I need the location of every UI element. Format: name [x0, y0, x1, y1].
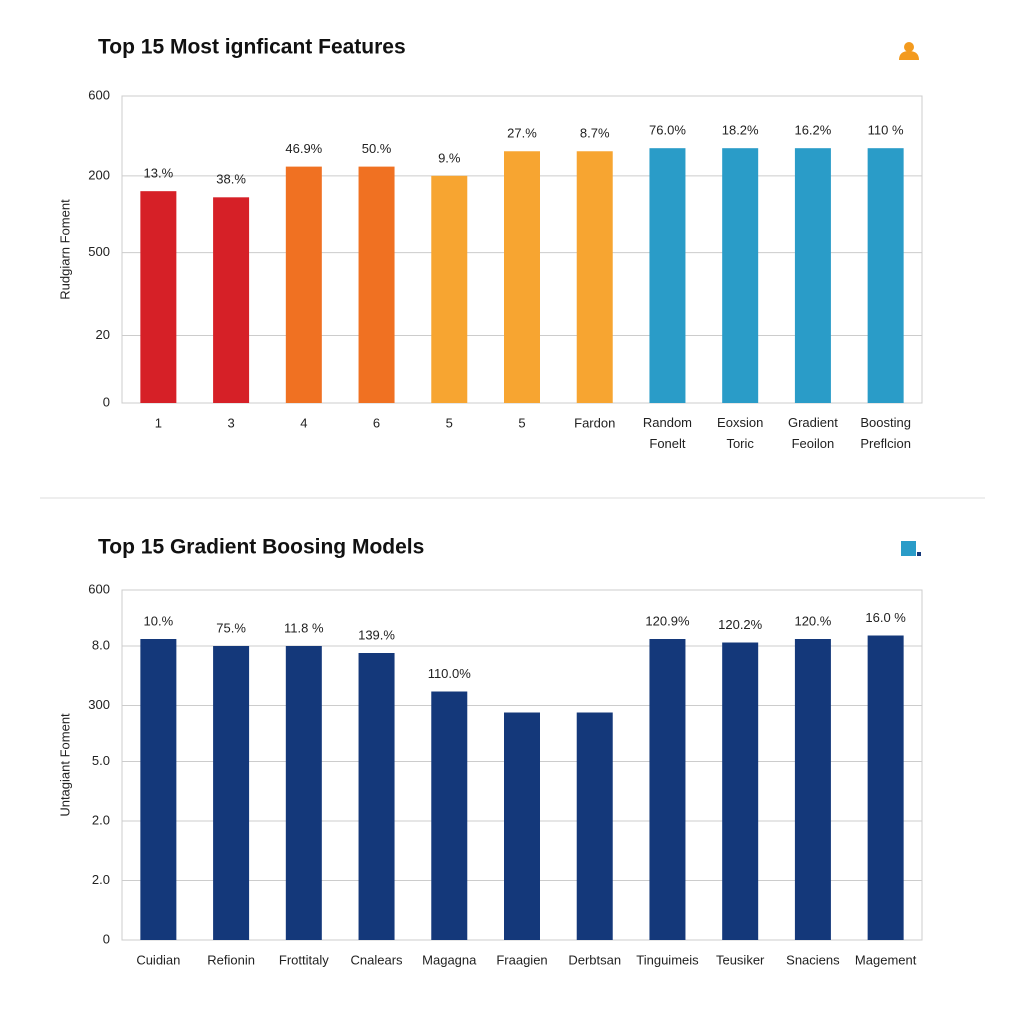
x-tick-label: 6	[373, 415, 380, 430]
bar-label: 16.2%	[794, 123, 831, 138]
x-tick-label: Boosting Preflcion	[860, 415, 911, 451]
x-tick-label: Magement	[855, 952, 917, 967]
y-tick-label: 300	[88, 697, 110, 712]
x-tick-label: Random Fonelt	[643, 415, 692, 451]
x-tick-label: Fraagien	[496, 952, 547, 967]
chart-title: Top 15 Gradient Boosing Models	[98, 536, 424, 559]
bar	[649, 148, 686, 403]
y-tick-label: 500	[88, 244, 110, 259]
bar-label: 18.2%	[722, 123, 759, 138]
bar	[722, 642, 759, 940]
bar-label: 46.9%	[285, 141, 322, 156]
y-tick-label: 600	[88, 87, 110, 102]
bar-label: 16.0 %	[865, 610, 906, 625]
bar	[285, 166, 322, 403]
bar	[358, 166, 395, 403]
x-tick-label: Cuidian	[136, 952, 180, 967]
x-tick-label: Derbtsan	[568, 952, 621, 967]
bar-label: 50.%	[362, 141, 392, 156]
bar-label: 120.2%	[718, 617, 763, 632]
bar	[722, 148, 759, 403]
y-tick-label: 2.0	[92, 872, 110, 887]
y-tick-label: 0	[103, 394, 110, 409]
x-tick-label: Snaciens	[786, 952, 840, 967]
x-tick-label: 5	[446, 415, 453, 430]
bar-label: 10.%	[144, 613, 174, 628]
square-icon-dot	[917, 552, 921, 556]
bar	[431, 175, 468, 403]
bar	[794, 148, 831, 403]
bar	[431, 691, 468, 940]
bar-label: 13.%	[144, 166, 174, 181]
y-tick-label: 20	[96, 327, 110, 342]
bar	[213, 646, 250, 940]
y-axis-label: Rudgiarn Foment	[57, 199, 72, 300]
y-tick-label: 5.0	[92, 753, 110, 768]
bar-label: 38.%	[216, 172, 246, 187]
x-tick-label: Gradient Feoilon	[788, 415, 838, 451]
y-tick-label: 8.0	[92, 637, 110, 652]
bar	[213, 197, 250, 403]
bar-label: 75.%	[216, 620, 246, 635]
x-tick-label: 3	[227, 415, 234, 430]
x-tick-label: 4	[300, 415, 307, 430]
bar	[576, 151, 613, 403]
bar	[504, 151, 540, 403]
x-tick-label: Magagna	[422, 952, 477, 967]
y-axis-label: Untagiant Foment	[57, 713, 72, 817]
x-tick-label: Refionin	[207, 952, 255, 967]
x-tick-label: Tinguimeis	[636, 952, 699, 967]
x-tick-label: Teusiker	[716, 952, 765, 967]
bar	[285, 646, 322, 940]
user-icon	[899, 42, 919, 60]
y-tick-label: 0	[103, 931, 110, 946]
bar-label: 120.9%	[645, 613, 690, 628]
y-tick-label: 600	[88, 581, 110, 596]
bar-label: 139.%	[358, 627, 395, 642]
x-tick-label: Cnalears	[351, 952, 404, 967]
bar-label: 27.%	[507, 126, 537, 141]
y-tick-label: 2.0	[92, 812, 110, 827]
bar	[794, 639, 831, 940]
bar	[649, 639, 686, 940]
bar	[504, 712, 540, 940]
bar-label: 11.8 %	[284, 620, 324, 635]
bar-label: 120.%	[794, 613, 831, 628]
chart-title: Top 15 Most ignficant Features	[98, 36, 406, 59]
x-tick-label: 1	[155, 415, 162, 430]
x-tick-label: 5	[518, 415, 525, 430]
bar-label: 110 %	[868, 123, 904, 138]
bar	[140, 191, 177, 403]
bar-label: 9.%	[438, 150, 461, 165]
x-tick-label: Eoxsion Toric	[717, 415, 763, 451]
square-icon	[901, 541, 916, 556]
bar	[358, 653, 395, 940]
bar	[867, 148, 904, 403]
x-tick-label: Frottitaly	[279, 952, 329, 967]
y-tick-label: 200	[88, 167, 110, 182]
bar-label: 76.0%	[649, 123, 686, 138]
bar-label: 110.0%	[428, 666, 472, 681]
bar	[576, 712, 613, 940]
bar-label: 8.7%	[580, 126, 610, 141]
x-tick-label: Fardon	[574, 415, 615, 430]
bar	[867, 635, 904, 940]
bar	[140, 639, 177, 940]
